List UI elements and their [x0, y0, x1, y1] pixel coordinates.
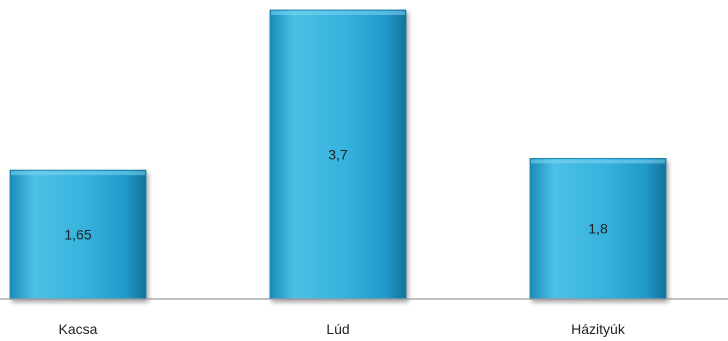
bar-highlight	[531, 159, 665, 164]
bar-lúd	[269, 9, 407, 300]
category-label: Lúd	[326, 321, 349, 337]
data-label: 1,65	[64, 227, 91, 243]
category-labels: Kacsa Lúd Házityúk	[59, 321, 626, 337]
bar-highlight	[271, 11, 405, 15]
data-label: 3,7	[328, 147, 348, 163]
bars	[9, 9, 667, 300]
data-label: 1,8	[588, 221, 608, 237]
category-label: Kacsa	[59, 321, 98, 337]
value-labels: 1,65 3,7 1,8	[64, 147, 608, 243]
bar-házityúk	[529, 158, 667, 300]
category-label: Házityúk	[571, 321, 626, 337]
bar-highlight	[11, 171, 145, 176]
bar-kacsa	[9, 169, 147, 300]
